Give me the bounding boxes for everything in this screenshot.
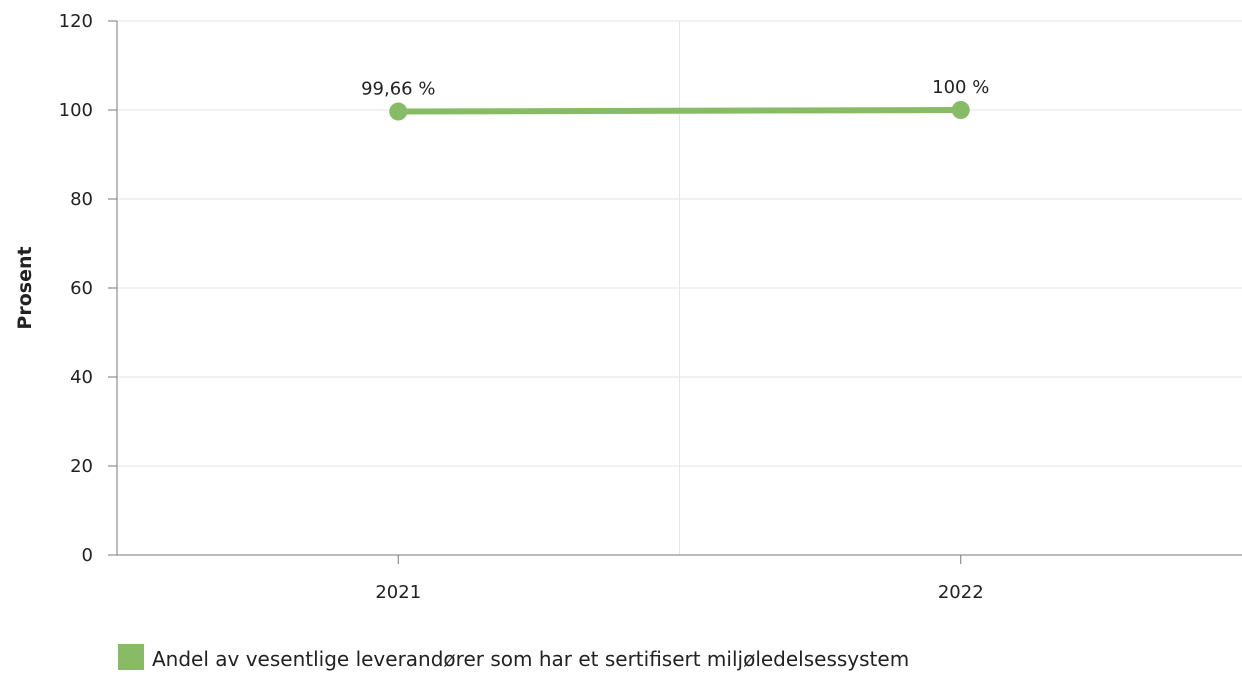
legend[interactable]: Andel av vesentlige leverandører som har… (118, 644, 909, 671)
x-tick-label: 2022 (938, 582, 984, 603)
y-axis-title: Prosent (14, 246, 36, 329)
y-tick-label: 60 (70, 278, 93, 299)
x-tick-label: 2021 (375, 582, 421, 603)
legend-swatch[interactable] (118, 644, 144, 670)
data-label: 100 % (932, 77, 989, 98)
y-tick-label: 80 (70, 189, 93, 210)
legend-label[interactable]: Andel av vesentlige leverandører som har… (152, 647, 909, 671)
y-tick-label: 40 (70, 367, 93, 388)
axes: 0 20 40 60 80 100 120 2021 2022 (59, 11, 1242, 603)
data-point[interactable] (951, 101, 970, 119)
series-layer (389, 101, 970, 121)
data-label: 99,66 % (361, 79, 435, 100)
y-tick-label: 100 (59, 100, 93, 121)
y-tick-label: 0 (82, 545, 93, 566)
grid-lines (117, 20, 1242, 555)
y-tick-label: 20 (70, 456, 93, 477)
data-point[interactable] (389, 102, 408, 121)
y-tick-label: 120 (59, 11, 93, 32)
series-line[interactable] (395, 107, 964, 115)
data-labels: 99,66 % 100 % (361, 77, 989, 100)
